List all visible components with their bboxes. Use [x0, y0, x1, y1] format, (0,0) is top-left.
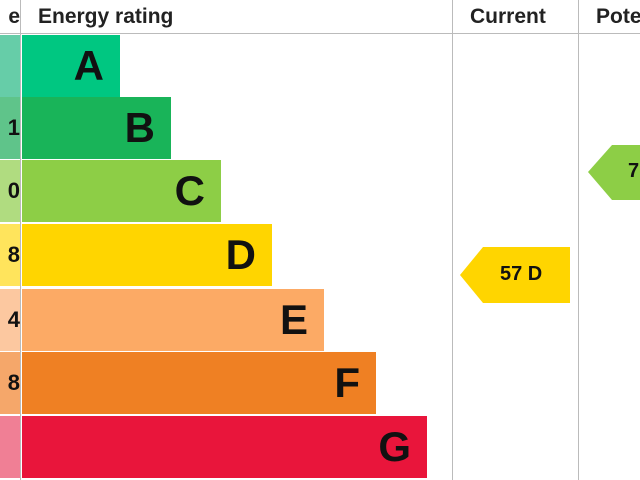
- rating-bar-d: D: [22, 224, 272, 286]
- rating-bar-b: B: [22, 97, 171, 159]
- rating-bar-c: C: [22, 160, 221, 222]
- potential-arrow: [588, 145, 640, 200]
- score-range: 8: [0, 224, 20, 286]
- current-arrow: [460, 247, 570, 303]
- rating-bar-a: A: [22, 35, 120, 97]
- energy-rating-header: Energy rating: [38, 5, 174, 28]
- score-range: 0: [0, 160, 20, 222]
- rating-bar-e: E: [22, 289, 324, 351]
- score-range: 4: [0, 289, 20, 351]
- divider: [452, 0, 453, 480]
- header-divider: [0, 33, 640, 34]
- divider: [20, 0, 21, 480]
- rating-bar-f: F: [22, 352, 376, 414]
- current-header: Current: [470, 5, 546, 28]
- score-range: 8: [0, 352, 20, 414]
- potential-label: 7: [628, 160, 640, 182]
- score-range: [0, 35, 20, 97]
- potential-header: Pote: [596, 5, 640, 28]
- score-range: 1: [0, 97, 20, 159]
- rating-bar-g: G: [22, 416, 427, 478]
- current-label: 57 D: [500, 263, 543, 285]
- score-header: e: [8, 5, 20, 28]
- divider: [578, 0, 579, 480]
- score-range: [0, 416, 20, 478]
